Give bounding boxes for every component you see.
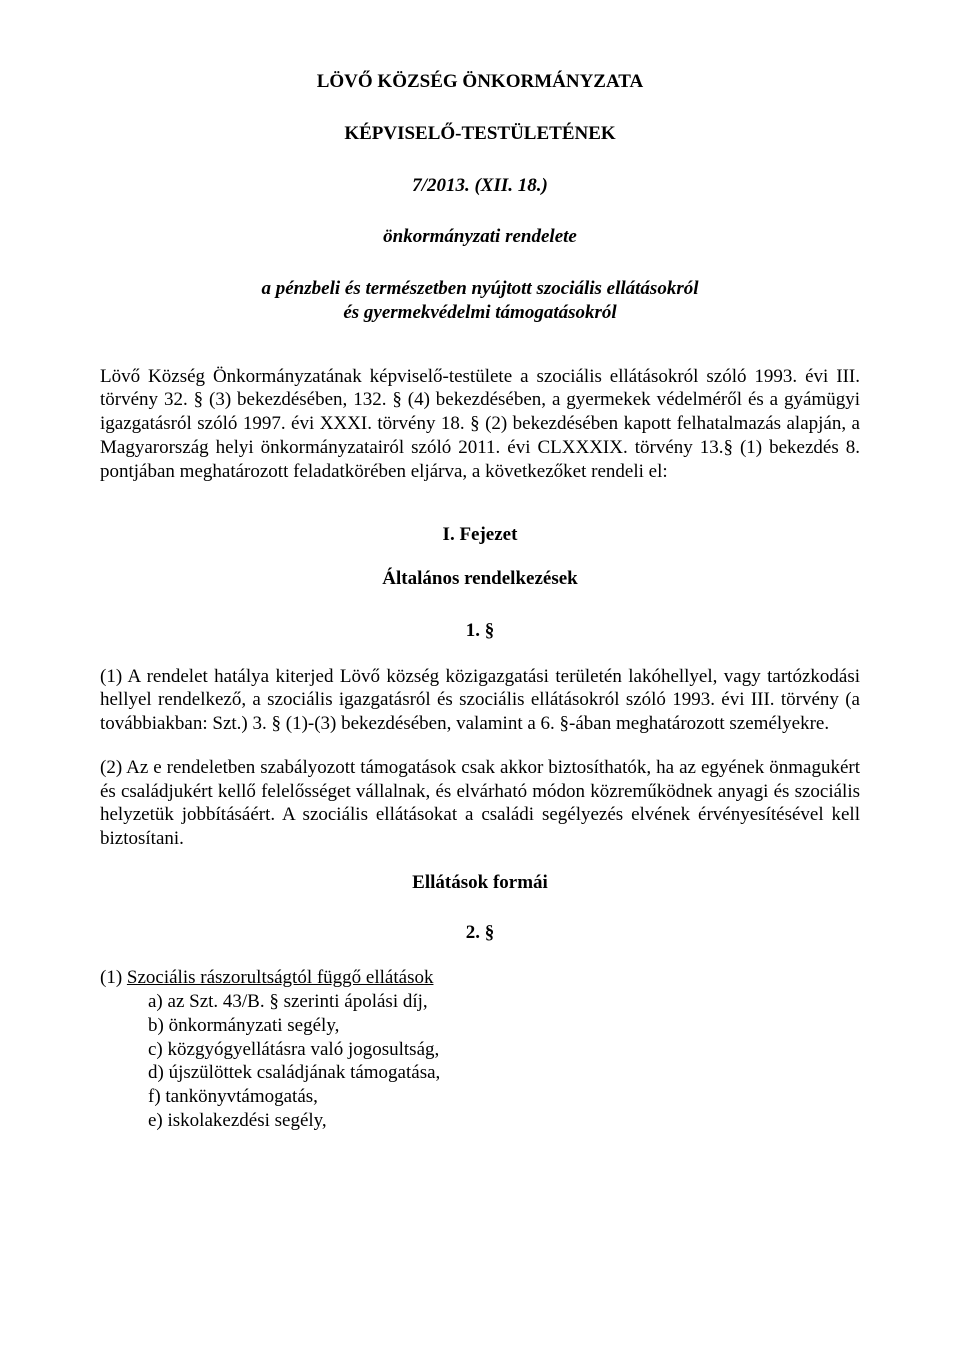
body-name: KÉPVISELŐ-TESTÜLETÉNEK (100, 122, 860, 146)
section-2-lead-underlined: Szociális rászorultságtól függő ellátáso… (127, 967, 434, 988)
list-item: b) önkormányzati segély, (100, 1014, 860, 1038)
chapter-number: I. Fejezet (100, 523, 860, 547)
list-item: e) iskolakezdési segély, (100, 1109, 860, 1133)
section-2-lead: (1) Szociális rászorultságtól függő ellá… (100, 966, 860, 990)
forms-title: Ellátások formái (100, 871, 860, 895)
list-item: a) az Szt. 43/B. § szerinti ápolási díj, (100, 990, 860, 1014)
document-page: LÖVŐ KÖZSÉG ÖNKORMÁNYZATA KÉPVISELŐ-TEST… (0, 0, 960, 1363)
section-1-para-2: (2) Az e rendeletben szabályozott támoga… (100, 756, 860, 851)
decree-number: 7/2013. (XII. 18.) (100, 174, 860, 198)
preamble-text: Lövő Község Önkormányzatának képviselő-t… (100, 365, 860, 484)
list-item: d) újszülöttek családjának támogatása, (100, 1061, 860, 1085)
section-2-number: 2. § (100, 921, 860, 945)
org-name: LÖVŐ KÖZSÉG ÖNKORMÁNYZATA (100, 70, 860, 94)
section-1-para-1: (1) A rendelet hatálya kiterjed Lövő köz… (100, 665, 860, 736)
decree-about-line1: a pénzbeli és természetben nyújtott szoc… (100, 277, 860, 301)
decree-label: önkormányzati rendelete (100, 225, 860, 249)
section-2-lead-prefix: (1) (100, 967, 127, 988)
section-1-number: 1. § (100, 619, 860, 643)
chapter-title: Általános rendelkezések (100, 567, 860, 591)
section-2-list: (1) Szociális rászorultságtól függő ellá… (100, 966, 860, 1132)
list-item: f) tankönyvtámogatás, (100, 1085, 860, 1109)
list-item: c) közgyógyellátásra való jogosultság, (100, 1038, 860, 1062)
decree-about-line2: és gyermekvédelmi támogatásokról (100, 301, 860, 325)
